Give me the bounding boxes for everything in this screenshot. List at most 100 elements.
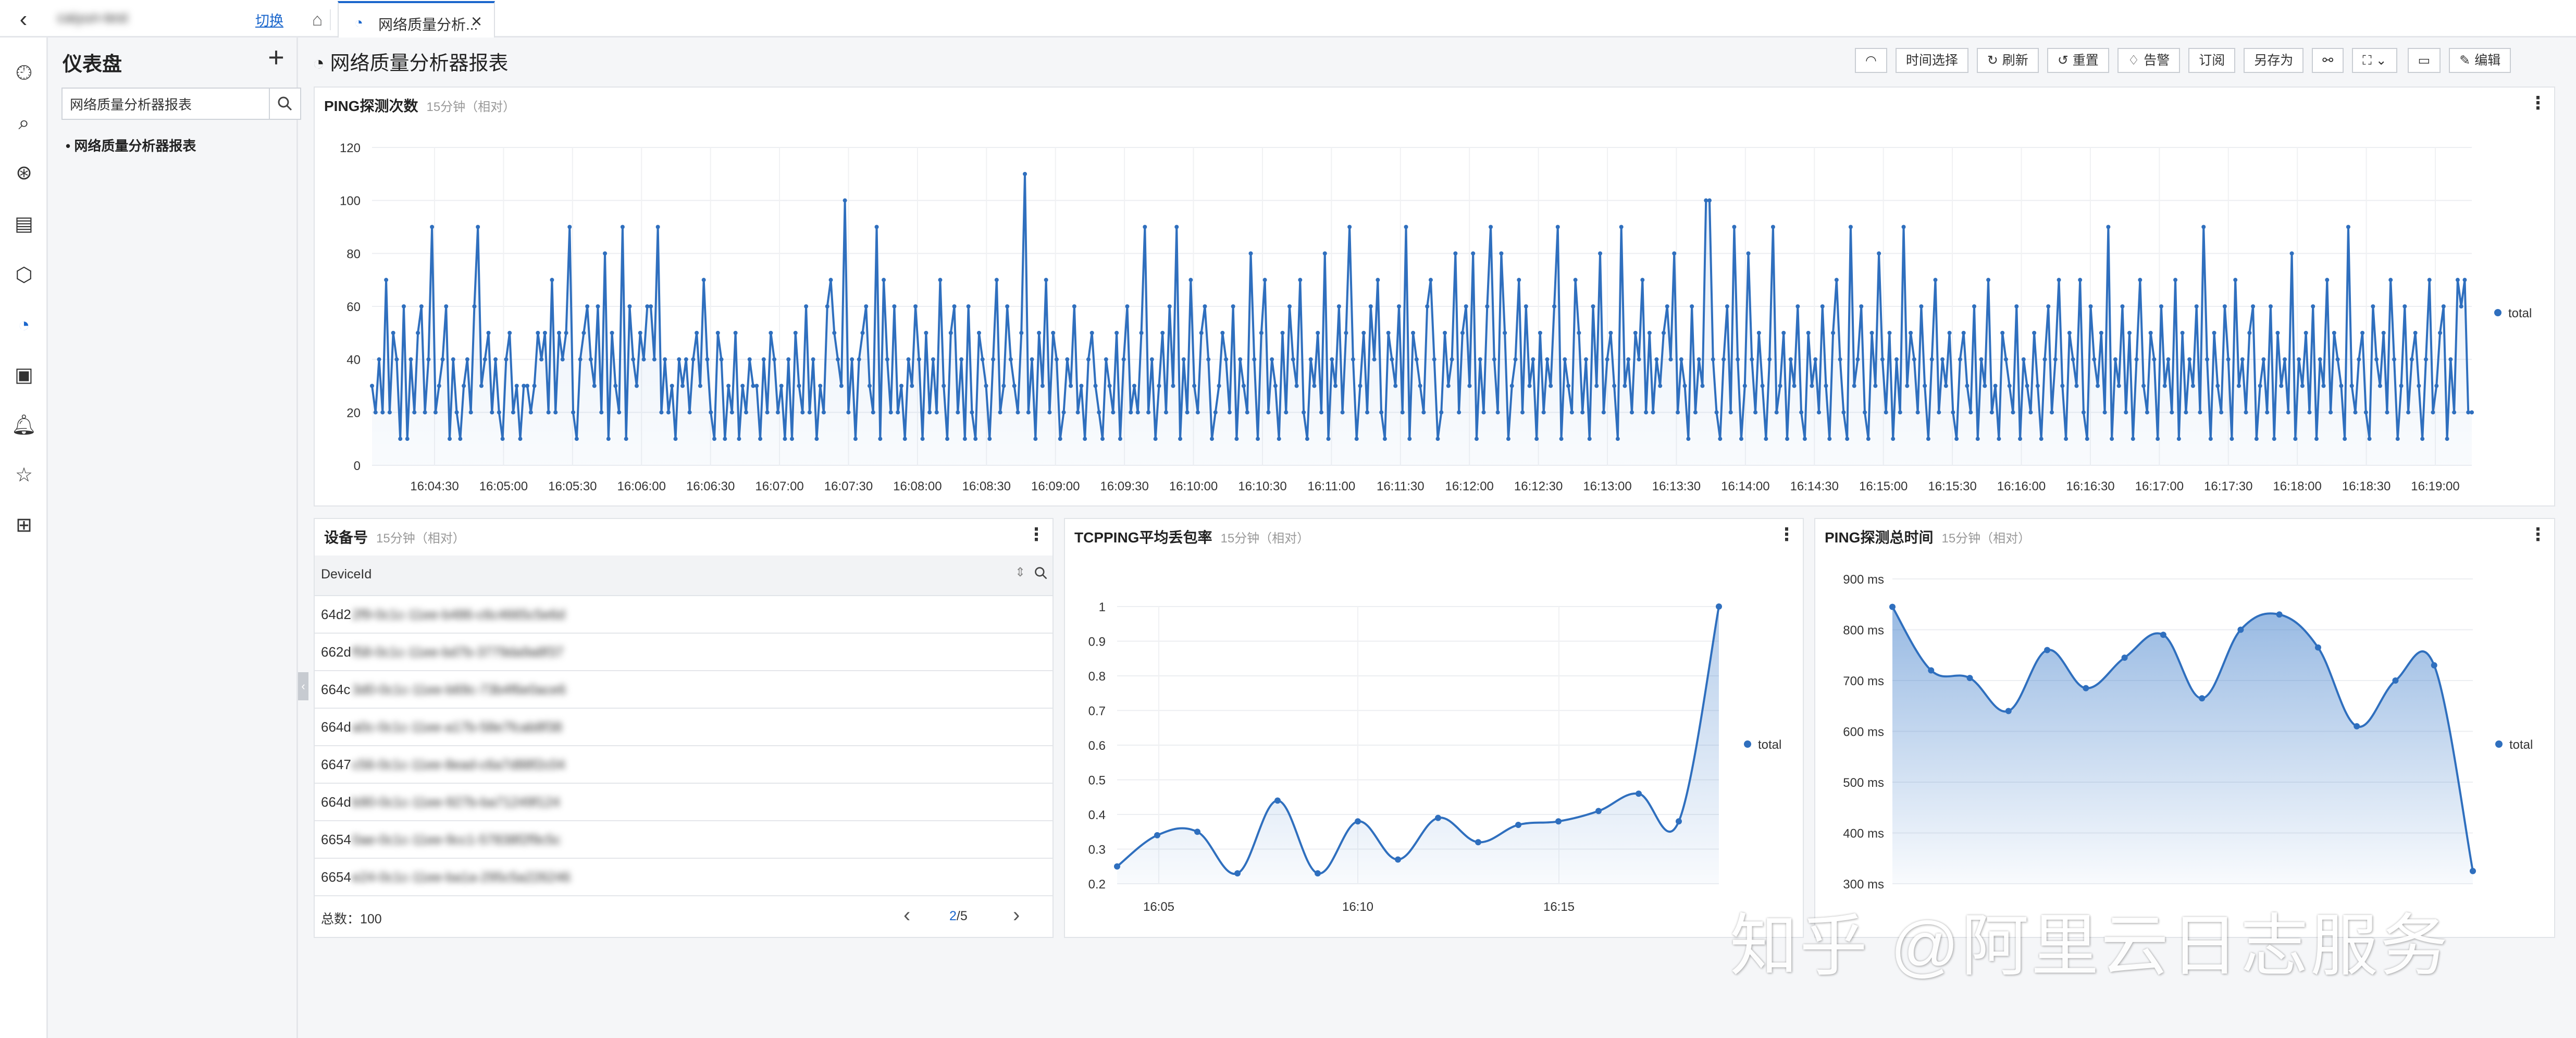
data-point[interactable] [705, 357, 710, 362]
data-point[interactable] [1559, 437, 1564, 441]
data-point[interactable] [1355, 818, 1361, 825]
data-point[interactable] [1121, 357, 1126, 362]
data-point[interactable] [532, 384, 537, 388]
cube-icon[interactable]: ⬡ [15, 264, 33, 286]
data-point[interactable] [2226, 357, 2231, 362]
data-point[interactable] [1742, 384, 1747, 388]
data-point[interactable] [1280, 330, 1285, 335]
data-point[interactable] [1083, 437, 1087, 441]
data-point[interactable] [1661, 330, 1666, 335]
data-point[interactable] [1623, 384, 1627, 388]
data-point[interactable] [973, 437, 978, 441]
data-point[interactable] [2441, 304, 2446, 308]
data-point[interactable] [2335, 357, 2340, 362]
data-point[interactable] [2275, 330, 2280, 335]
data-point[interactable] [1294, 384, 1299, 388]
data-point[interactable] [416, 330, 420, 335]
data-point[interactable] [779, 384, 784, 388]
data-point[interactable] [1679, 357, 1683, 362]
data-point[interactable] [1937, 410, 1941, 415]
data-point[interactable] [610, 330, 614, 335]
data-point[interactable] [790, 437, 794, 441]
data-point[interactable] [1478, 357, 1482, 362]
data-point[interactable] [2018, 437, 2023, 441]
column-header-deviceid[interactable]: DeviceId [321, 567, 372, 582]
data-point[interactable] [807, 410, 812, 415]
data-point[interactable] [1287, 304, 1292, 308]
data-point[interactable] [1273, 384, 1278, 388]
data-point[interactable] [370, 384, 374, 388]
data-point[interactable] [1160, 330, 1165, 335]
data-point[interactable] [1933, 278, 1938, 282]
data-point[interactable] [1943, 384, 1948, 388]
data-point[interactable] [2353, 410, 2358, 415]
data-point[interactable] [1926, 437, 1930, 441]
data-point[interactable] [1795, 304, 1800, 308]
nav-item-dashboard[interactable]: • 网络质量分析器报表 [66, 138, 196, 154]
data-point[interactable] [2261, 357, 2266, 362]
data-point[interactable] [945, 437, 950, 441]
data-point[interactable] [1506, 437, 1510, 441]
data-point[interactable] [2455, 278, 2460, 282]
data-point[interactable] [645, 304, 650, 308]
data-point[interactable] [839, 384, 844, 388]
data-point[interactable] [814, 437, 819, 441]
data-point[interactable] [1855, 357, 1860, 362]
data-point[interactable] [864, 304, 869, 308]
data-point[interactable] [1764, 437, 1768, 441]
table-row[interactable]: 664d b90-0c1c-11ee-927b-ba71249f124 [315, 783, 1052, 821]
data-point[interactable] [800, 410, 805, 415]
table-row[interactable]: 6654 0ae-0c1c-11ee-9cc1-57838f2f9c5c [315, 820, 1052, 859]
data-point[interactable] [2354, 723, 2360, 730]
data-point[interactable] [1676, 410, 1680, 415]
data-point[interactable] [1206, 357, 1211, 362]
data-point[interactable] [2459, 304, 2463, 308]
data-point[interactable] [1965, 384, 1970, 388]
report-icon[interactable]: ▣ [15, 364, 33, 386]
data-point[interactable] [723, 437, 727, 441]
data-point[interactable] [931, 357, 935, 362]
data-point[interactable] [2318, 357, 2322, 362]
data-point[interactable] [448, 437, 452, 441]
data-point[interactable] [1167, 304, 1172, 308]
data-point[interactable] [1428, 278, 1433, 282]
data-point[interactable] [927, 410, 932, 415]
data-point[interactable] [2044, 647, 2051, 653]
sort-icon[interactable]: ⇕ [1014, 565, 1025, 579]
data-point[interactable] [2423, 357, 2428, 362]
data-point[interactable] [1928, 667, 1935, 674]
data-point[interactable] [2289, 251, 2294, 256]
data-point[interactable] [1030, 357, 1034, 362]
data-point[interactable] [1194, 829, 1200, 835]
data-point[interactable] [486, 330, 491, 335]
data-point[interactable] [1224, 357, 1229, 362]
data-point[interactable] [2406, 410, 2411, 415]
data-point[interactable] [1471, 251, 1476, 256]
data-point[interactable] [564, 330, 568, 335]
data-point[interactable] [433, 410, 438, 415]
data-point[interactable] [1838, 357, 1842, 362]
data-point[interactable] [2067, 330, 2072, 335]
data-point[interactable] [1411, 330, 1416, 335]
data-point[interactable] [2325, 278, 2330, 282]
table-row[interactable]: 64d2 2f9-0c1c-11ee-b486-c6c4665c5e6d [315, 595, 1052, 634]
data-point[interactable] [525, 384, 530, 388]
data-point[interactable] [556, 330, 561, 335]
data-point[interactable] [868, 384, 872, 388]
data-point[interactable] [1379, 410, 1384, 415]
data-point[interactable] [857, 357, 861, 362]
data-point[interactable] [398, 437, 403, 441]
data-point[interactable] [1898, 410, 1902, 415]
data-point[interactable] [1686, 437, 1691, 441]
data-point[interactable] [1231, 304, 1235, 308]
data-point[interactable] [394, 357, 399, 362]
data-point[interactable] [2346, 225, 2350, 229]
data-point[interactable] [1767, 357, 1772, 362]
legend-label[interactable]: total [1758, 738, 1781, 752]
data-point[interactable] [882, 278, 886, 282]
data-point[interactable] [1040, 384, 1045, 388]
data-point[interactable] [2176, 437, 2181, 441]
data-point[interactable] [1418, 384, 1422, 388]
data-point[interactable] [1979, 357, 1984, 362]
data-point[interactable] [2088, 304, 2093, 308]
